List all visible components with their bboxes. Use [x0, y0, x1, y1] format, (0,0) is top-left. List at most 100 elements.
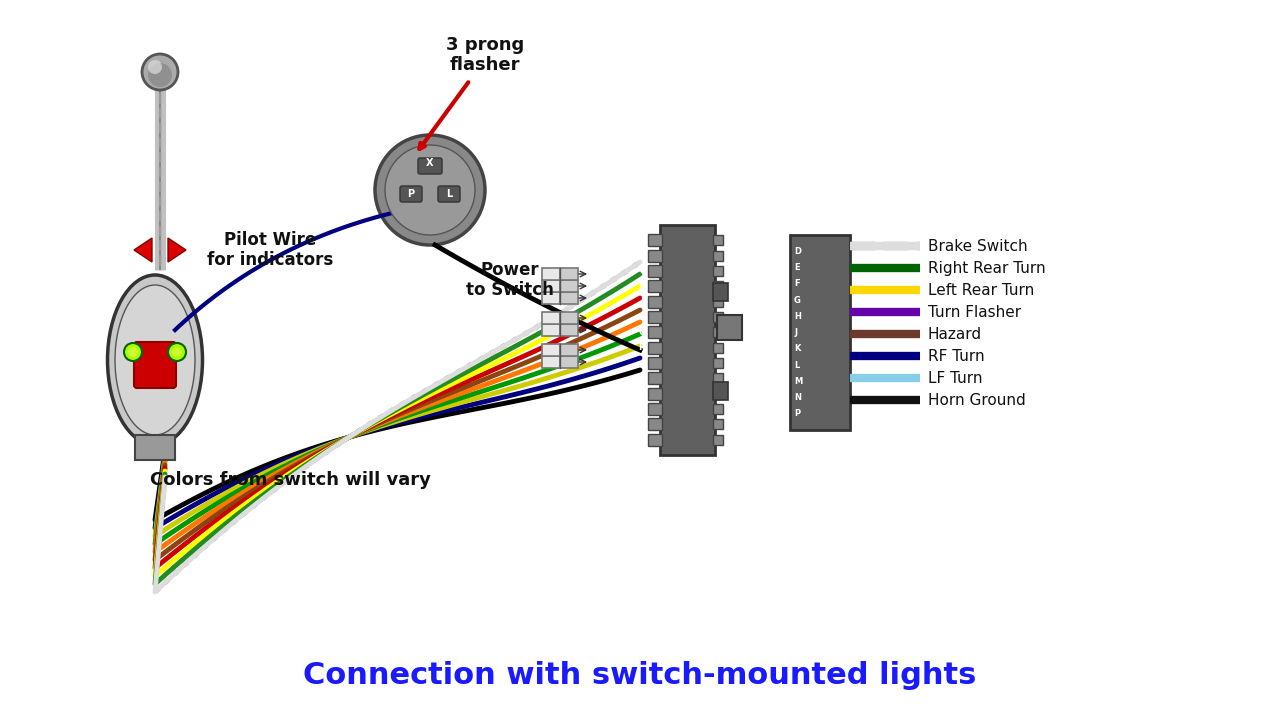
Polygon shape [134, 238, 152, 262]
Text: M: M [794, 377, 803, 386]
Bar [648, 342, 662, 354]
Ellipse shape [115, 285, 195, 435]
Text: N: N [794, 393, 801, 402]
Text: K: K [639, 374, 646, 383]
Bar [648, 280, 662, 292]
Text: K: K [794, 344, 800, 354]
FancyBboxPatch shape [419, 158, 442, 174]
Text: H: H [794, 312, 801, 320]
Text: 3 prong
flasher: 3 prong flasher [445, 35, 524, 74]
Bar [541, 312, 559, 324]
Text: Pilot Wire
for indicators: Pilot Wire for indicators [207, 230, 333, 269]
Bar [559, 356, 579, 368]
Text: Turn Flasher: Turn Flasher [928, 305, 1021, 320]
Circle shape [124, 343, 142, 361]
Text: E: E [640, 297, 646, 306]
Bar [648, 326, 662, 338]
Circle shape [128, 347, 138, 357]
Text: P: P [640, 435, 646, 444]
Text: Colors from switch will vary: Colors from switch will vary [150, 471, 430, 489]
Bar [713, 266, 723, 276]
Bar [648, 403, 662, 415]
Bar [559, 312, 579, 324]
Text: LF Turn: LF Turn [928, 371, 983, 385]
Bar [713, 435, 723, 445]
Bar [648, 387, 662, 400]
Bar [134, 435, 175, 460]
Text: Right Rear Turn: Right Rear Turn [928, 261, 1046, 276]
Bar [559, 268, 579, 280]
Bar [648, 357, 662, 369]
Bar [541, 268, 559, 280]
Text: Power
to Switch: Power to Switch [466, 261, 554, 300]
Bar [713, 297, 723, 307]
Text: G: G [794, 295, 801, 305]
Bar [713, 282, 723, 292]
Circle shape [172, 347, 182, 357]
Text: Connection with switch-mounted lights: Connection with switch-mounted lights [303, 660, 977, 690]
Text: P: P [407, 189, 415, 199]
Text: Brake Switch: Brake Switch [928, 238, 1028, 253]
Bar [541, 356, 559, 368]
Text: E: E [794, 263, 800, 272]
Bar [541, 344, 559, 356]
Text: RF Turn: RF Turn [928, 348, 984, 364]
Polygon shape [168, 238, 186, 262]
Ellipse shape [108, 275, 202, 445]
Bar [648, 433, 662, 446]
Bar [713, 389, 723, 399]
Text: D: D [639, 282, 646, 291]
Bar [713, 343, 723, 353]
Bar [660, 225, 716, 455]
FancyBboxPatch shape [438, 186, 460, 202]
Bar [648, 265, 662, 277]
Text: N: N [639, 420, 646, 429]
Text: G: G [639, 328, 646, 337]
Text: L: L [640, 390, 646, 398]
Text: M: M [637, 405, 646, 413]
Bar [790, 235, 850, 430]
Text: P: P [794, 409, 800, 418]
Text: Hazard: Hazard [928, 326, 982, 341]
Bar [648, 372, 662, 384]
Text: Left Rear Turn: Left Rear Turn [928, 282, 1034, 297]
Bar [541, 324, 559, 336]
Text: F: F [794, 279, 800, 288]
Text: C: C [640, 266, 646, 276]
Text: Horn Ground: Horn Ground [928, 392, 1025, 408]
Bar [713, 404, 723, 414]
Text: L: L [794, 361, 799, 369]
Bar [648, 311, 662, 323]
Bar [713, 312, 723, 322]
Circle shape [385, 145, 475, 235]
Text: J: J [794, 328, 797, 337]
Text: X: X [426, 158, 434, 168]
Bar [713, 235, 723, 246]
Bar [713, 283, 728, 301]
Text: D: D [794, 247, 801, 256]
Bar [717, 315, 742, 340]
Circle shape [168, 343, 186, 361]
Circle shape [142, 54, 178, 90]
Text: A: A [639, 236, 646, 245]
Bar [713, 382, 728, 400]
Bar [648, 250, 662, 261]
FancyBboxPatch shape [399, 186, 422, 202]
Bar [648, 418, 662, 431]
Bar [713, 251, 723, 261]
Bar [713, 328, 723, 338]
Bar [648, 296, 662, 307]
Bar [713, 374, 723, 383]
Bar [713, 419, 723, 429]
Text: B: B [639, 251, 646, 260]
Bar [559, 292, 579, 304]
Text: F: F [640, 312, 646, 322]
Bar [541, 292, 559, 304]
Bar [648, 234, 662, 246]
Text: H: H [639, 343, 646, 352]
Text: J: J [643, 359, 646, 367]
FancyBboxPatch shape [134, 342, 177, 388]
Bar [559, 344, 579, 356]
Circle shape [148, 60, 163, 74]
Bar [713, 358, 723, 368]
